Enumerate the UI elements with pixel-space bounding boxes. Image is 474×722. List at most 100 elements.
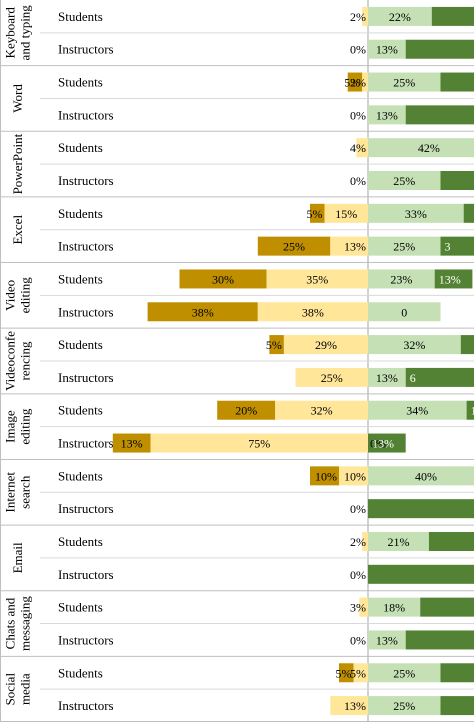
- bar-segment: [257, 236, 331, 256]
- bar-segment: [147, 302, 258, 322]
- bar-segment: [217, 400, 276, 420]
- bar-segment: [359, 597, 368, 617]
- category-label: Keyboardand typing: [3, 5, 33, 61]
- bar-segment: [368, 105, 406, 125]
- bar-segment: [368, 72, 441, 92]
- bar-segment: [440, 663, 474, 683]
- data-label: 4%: [350, 141, 366, 155]
- chart-row: Instructors 0% 13%: [58, 630, 474, 650]
- bar-segment: [405, 367, 474, 387]
- row-label: Instructors: [58, 698, 114, 713]
- data-label: 38%: [302, 305, 324, 319]
- row-label: Instructors: [58, 436, 114, 451]
- category-group: Word Students 5%2% 25% Instructors 0% 13%: [0, 65, 474, 125]
- row-label: Students: [58, 75, 103, 90]
- category-group: Videoediting Students 30% 35% 23% 13% Instruct…: [0, 262, 474, 322]
- bar-segment: [347, 72, 363, 92]
- chart-row: Instructors 0% 13%: [58, 105, 474, 125]
- chart-row: Students 5%2% 25%: [58, 72, 474, 92]
- data-label: 20%: [235, 404, 257, 418]
- chart-row: Instructors 0% 25%: [58, 171, 474, 190]
- data-label: 0%: [370, 437, 386, 451]
- row-label: Instructors: [58, 304, 114, 319]
- row-label: Instructors: [58, 370, 114, 385]
- data-label: 13%: [344, 240, 366, 254]
- data-label: 13%: [376, 633, 398, 647]
- row-label: Students: [58, 271, 103, 286]
- category-label-line: rencing: [18, 341, 33, 380]
- category-label: Excel: [10, 215, 25, 245]
- category-label: Word: [10, 84, 25, 113]
- category-label: PowerPoint: [10, 133, 25, 194]
- data-label: 35%: [306, 272, 328, 286]
- chart-row: Instructors 25% 13% 25% 3: [58, 236, 474, 256]
- data-label: 32%: [311, 404, 333, 418]
- bar-segment: [368, 663, 441, 683]
- row-label: Students: [58, 206, 103, 221]
- data-label: 34%: [406, 404, 428, 418]
- data-label: 5%: [266, 338, 282, 352]
- bar-segment: [368, 499, 474, 519]
- chart-row: Students 4% 42%: [58, 138, 474, 158]
- data-label: 25%: [283, 240, 305, 254]
- category-label: Imageediting: [3, 408, 33, 445]
- data-label: 2%: [350, 535, 366, 549]
- chart-row: Instructors 38% 38% 0: [58, 302, 441, 322]
- data-label: 10%: [344, 469, 366, 483]
- data-label: 25%: [393, 699, 415, 713]
- data-label: 0%: [350, 108, 366, 122]
- data-label: 2%: [350, 76, 366, 90]
- row-label: Instructors: [58, 239, 114, 254]
- data-label: 75%: [248, 437, 270, 451]
- bar-segment: [269, 335, 284, 355]
- bar-segment: [330, 236, 368, 256]
- row-label: Students: [58, 468, 103, 483]
- bar-segment: [368, 696, 441, 716]
- category-label-line: and typing: [18, 5, 33, 61]
- data-label: 0: [401, 305, 407, 319]
- category-label-line: Keyboard: [3, 7, 18, 59]
- bar-segment: [460, 335, 474, 355]
- bar-segment: [368, 302, 441, 322]
- category-label-line: Email: [10, 542, 25, 573]
- category-label-line: Video: [3, 280, 18, 311]
- bar-segment: [339, 663, 354, 683]
- data-label: 15%: [335, 207, 357, 221]
- category-label: Email: [10, 542, 25, 573]
- data-label: 0%: [350, 43, 366, 57]
- category-label-line: media: [18, 673, 33, 705]
- data-label: 15: [471, 404, 474, 418]
- data-label: 13%: [376, 108, 398, 122]
- row-label: Instructors: [58, 632, 114, 647]
- category-group: Excel Students 5% 15% 33% Instructors 25% 13% 25…: [0, 196, 474, 256]
- category-label-line: Social: [3, 673, 18, 706]
- row-label: Students: [58, 665, 103, 680]
- data-label: 0%: [350, 502, 366, 516]
- bar-segment: [368, 138, 474, 158]
- category-label-line: editing: [18, 277, 33, 314]
- category-label-line: Videoconfe: [3, 331, 18, 391]
- category-label: Videoconferencing: [3, 331, 33, 391]
- data-label: 32%: [403, 338, 425, 352]
- data-label: 13%: [372, 437, 394, 451]
- bar-segment: [362, 532, 368, 551]
- data-label: 5%: [350, 666, 366, 680]
- data-label: 23%: [390, 272, 412, 286]
- category-label-line: Chats and: [3, 597, 18, 649]
- data-label: 29%: [315, 338, 337, 352]
- bar-segment: [440, 236, 474, 256]
- category-group: Chats andmessaging Students 3% 18% Instructo…: [0, 590, 474, 651]
- chart-row: Instructors 13% 25%: [58, 696, 474, 716]
- category-group: Videoconferencing Students 5% 29% 32% Instruc…: [0, 327, 474, 391]
- data-label: 5%: [336, 666, 352, 680]
- data-label: 0%: [350, 633, 366, 647]
- data-label: 40%: [415, 469, 437, 483]
- category-label-line: Word: [10, 84, 25, 113]
- data-label: 18%: [383, 601, 405, 615]
- bar-segment: [405, 105, 474, 125]
- bar-segment: [150, 433, 368, 453]
- row-label: Students: [58, 140, 103, 155]
- bar-segment: [310, 203, 325, 223]
